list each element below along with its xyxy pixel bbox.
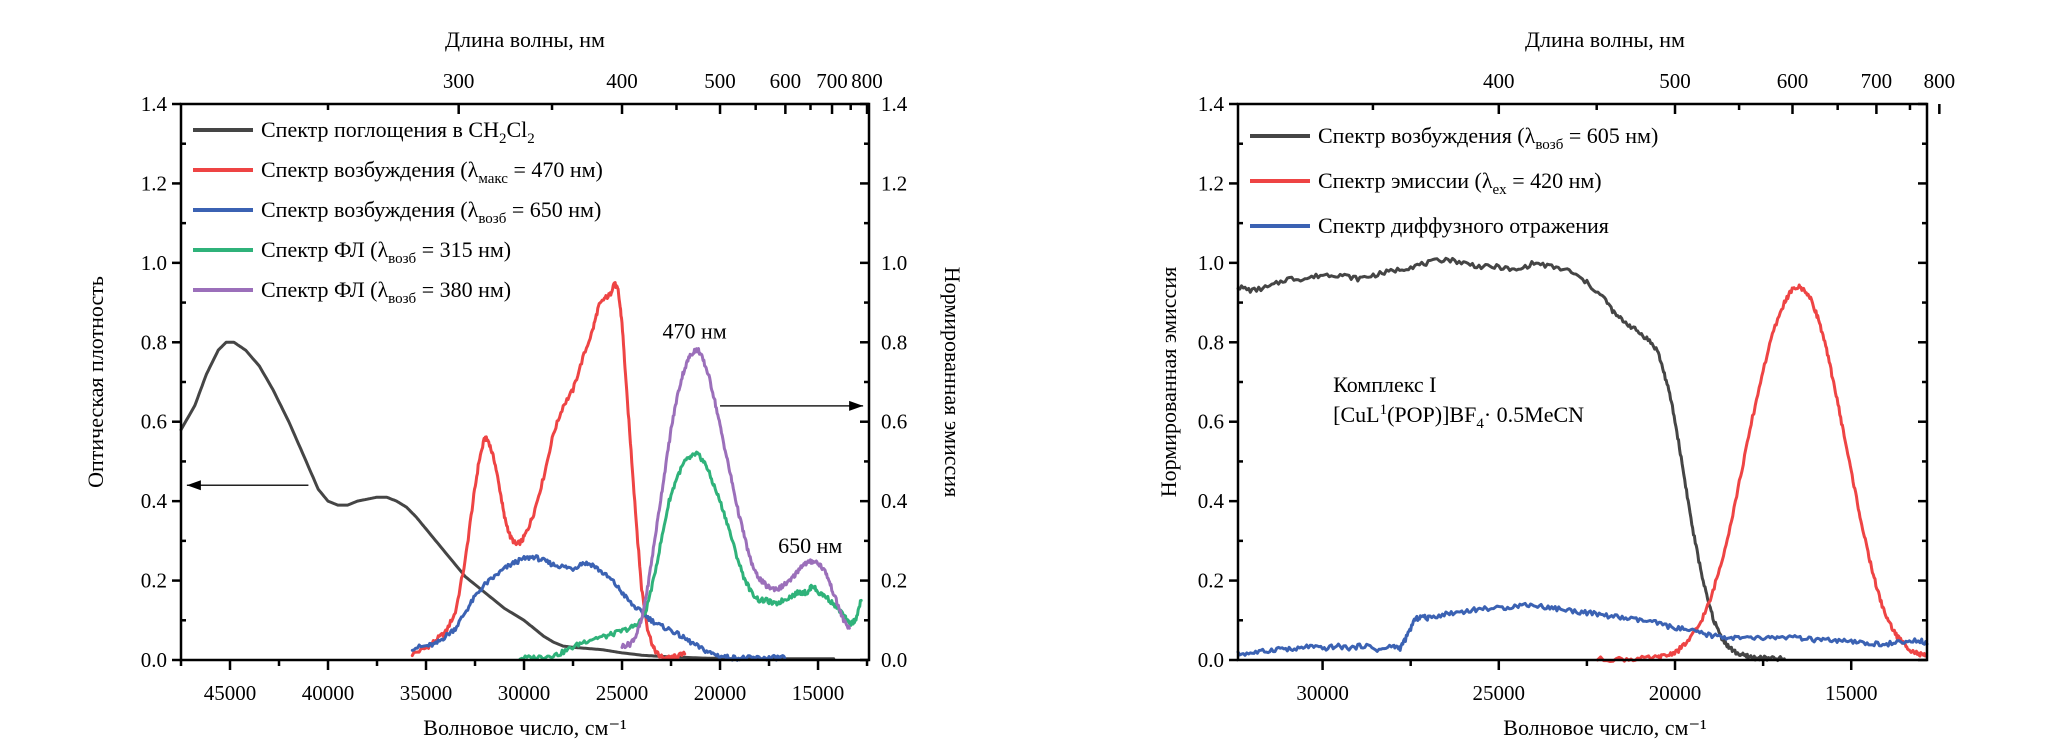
left-x-tick-label: 35000 bbox=[400, 681, 453, 705]
left-legend-label: Спектр поглощения в CH2Cl2 bbox=[261, 117, 535, 147]
panel-left-chart: 45000 40000 35000 30000 25000 20000 15000 0.0 0… bbox=[83, 27, 965, 740]
panel-right-chart: 30000 25000 20000 15000 0.0 0.2 0.4 0.6 0.8 1.0 1… bbox=[1156, 27, 1955, 740]
left-arrows bbox=[186, 400, 864, 491]
right-legend: Спектр возбуждения (λвозб = 605 нм) Спект… bbox=[1250, 123, 1658, 238]
left-x-tick-label: 40000 bbox=[302, 681, 355, 705]
left-x-axis-title: Волновое число, см⁻¹ bbox=[423, 715, 626, 740]
left-legend-item: Спектр ФЛ (λвозб = 315 нм) bbox=[193, 237, 511, 267]
left-legend-item: Спектр поглощения в CH2Cl2 bbox=[193, 117, 535, 147]
left-legend-label: Спектр ФЛ (λвозб = 315 нм) bbox=[261, 237, 511, 267]
right-y-tick-label: 0.0 bbox=[1198, 648, 1224, 672]
left-legend-item: Спектр возбуждения (λвозб = 650 нм) bbox=[193, 197, 601, 227]
left-x-tick-label: 20000 bbox=[694, 681, 747, 705]
right-top-ticks: 400 500 600 700 800 bbox=[1371, 69, 1956, 114]
right-y-ticks: 0.0 0.2 0.4 0.6 0.8 1.0 1.2 1.4 bbox=[1198, 92, 1927, 672]
left-top-tick-label: 300 bbox=[443, 69, 475, 93]
left-top-tick-label: 500 bbox=[704, 69, 736, 93]
right-legend-item: Спектр эмиссии (λex = 420 нм) bbox=[1250, 168, 1602, 198]
left-y2-axis-title: Нормированная эмиссия bbox=[940, 267, 965, 497]
left-y-tick-label: 1.2 bbox=[141, 171, 167, 195]
left-axis-arrow bbox=[186, 480, 309, 491]
right-top-tick-label: 600 bbox=[1777, 69, 1809, 93]
left-legend-item: Спектр возбуждения (λмакс = 470 нм) bbox=[193, 157, 603, 187]
right-axis-arrow bbox=[720, 400, 864, 411]
right-legend-label: Спектр диффузного отражения bbox=[1318, 213, 1609, 238]
right-x-tick-label: 25000 bbox=[1473, 681, 1526, 705]
left-plot-frame bbox=[179, 102, 871, 662]
left-top-axis-title: Длина волны, нм bbox=[445, 27, 605, 52]
right-legend-label: Спектр возбуждения (λвозб = 605 нм) bbox=[1318, 123, 1658, 153]
right-y-tick-label: 1.0 bbox=[1198, 251, 1224, 275]
left-top-tick-label: 800 bbox=[851, 69, 883, 93]
left-series-line-3 bbox=[518, 450, 863, 661]
complex-formula-label: [CuL1(POP)]BF4· 0.5MeCN bbox=[1333, 402, 1584, 432]
left-series-group bbox=[179, 281, 863, 662]
left-y2-tick-label: 1.4 bbox=[881, 92, 908, 116]
right-series-group bbox=[1236, 256, 1929, 663]
left-top-tick-label: 400 bbox=[606, 69, 638, 93]
left-y-tick-label: 1.0 bbox=[141, 251, 167, 275]
right-x-tick-label: 15000 bbox=[1825, 681, 1878, 705]
left-y-tick-label: 0.2 bbox=[141, 569, 167, 593]
left-x-tick-label: 45000 bbox=[204, 681, 257, 705]
right-x-tick-label: 30000 bbox=[1296, 681, 1349, 705]
right-legend-label: Спектр эмиссии (λex = 420 нм) bbox=[1318, 168, 1602, 198]
right-top-tick-label: 500 bbox=[1659, 69, 1691, 93]
right-x-ticks: 30000 25000 20000 15000 bbox=[1296, 660, 1877, 705]
right-y-tick-label: 1.2 bbox=[1198, 171, 1224, 195]
right-top-tick-label: 800 bbox=[1924, 69, 1956, 93]
left-x-ticks: 45000 40000 35000 30000 25000 20000 15000 bbox=[179, 660, 869, 705]
left-y2-tick-label: 0.2 bbox=[881, 569, 907, 593]
left-legend: Спектр поглощения в CH2Cl2 Спектр возбужд… bbox=[193, 117, 603, 307]
left-top-tick-label: 600 bbox=[770, 69, 802, 93]
left-x-tick-label: 30000 bbox=[498, 681, 551, 705]
left-y2-tick-label: 1.0 bbox=[881, 251, 907, 275]
right-series-line-2 bbox=[1236, 601, 1929, 657]
peak-label-1: 650 нм bbox=[778, 533, 842, 558]
right-series-line-0 bbox=[1236, 256, 1786, 663]
left-legend-label: Спектр ФЛ (λвозб = 380 нм) bbox=[261, 277, 511, 307]
left-y-axis-title: Оптическая плотность bbox=[83, 276, 108, 488]
left-series-line-2 bbox=[410, 554, 787, 662]
left-series-line-0 bbox=[179, 340, 836, 661]
right-y-tick-label: 0.8 bbox=[1198, 330, 1224, 354]
right-y-tick-label: 0.4 bbox=[1198, 489, 1225, 513]
right-legend-item: Спектр возбуждения (λвозб = 605 нм) bbox=[1250, 123, 1658, 153]
left-legend-label: Спектр возбуждения (λмакс = 470 нм) bbox=[261, 157, 603, 187]
left-annotations: 470 нм 650 нм bbox=[662, 318, 842, 557]
right-y-tick-label: 0.2 bbox=[1198, 569, 1224, 593]
right-top-tick-label: 400 bbox=[1483, 69, 1515, 93]
left-y2-tick-label: 0.6 bbox=[881, 410, 907, 434]
left-legend-label: Спектр возбуждения (λвозб = 650 нм) bbox=[261, 197, 601, 227]
right-y-tick-label: 0.6 bbox=[1198, 410, 1224, 434]
left-y2-tick-label: 0.0 bbox=[881, 648, 907, 672]
left-y2-tick-label: 1.2 bbox=[881, 171, 907, 195]
left-legend-item: Спектр ФЛ (λвозб = 380 нм) bbox=[193, 277, 511, 307]
left-y2-tick-label: 0.4 bbox=[881, 489, 908, 513]
right-top-tick-label: 700 bbox=[1861, 69, 1893, 93]
right-y-axis-title: Нормированная эмиссия bbox=[1156, 267, 1181, 497]
left-top-tick-label: 700 bbox=[816, 69, 848, 93]
left-y-ticks: 0.0 0.0 0.2 0.2 0.4 0.4 0.6 0.6 0.8 0.8 1.0 1.0 1.2 1… bbox=[141, 92, 908, 672]
left-y-tick-label: 1.4 bbox=[141, 92, 168, 116]
left-y-tick-label: 0.4 bbox=[141, 489, 168, 513]
right-annotations: Комплекс I [CuL1(POP)]BF4· 0.5MeCN bbox=[1333, 372, 1584, 432]
left-series-line-4 bbox=[620, 347, 851, 650]
right-y-tick-label: 1.4 bbox=[1198, 92, 1225, 116]
right-x-axis-title: Волновое число, см⁻¹ bbox=[1503, 715, 1706, 740]
left-y2-tick-label: 0.8 bbox=[881, 330, 907, 354]
right-top-axis-title: Длина волны, нм bbox=[1525, 27, 1685, 52]
left-x-tick-label: 25000 bbox=[596, 681, 649, 705]
right-x-tick-label: 20000 bbox=[1649, 681, 1702, 705]
left-y-tick-label: 0.8 bbox=[141, 330, 167, 354]
left-y-tick-label: 0.6 bbox=[141, 410, 167, 434]
left-x-tick-label: 15000 bbox=[792, 681, 845, 705]
left-y-tick-label: 0.0 bbox=[141, 648, 167, 672]
peak-label-0: 470 нм bbox=[662, 318, 726, 343]
complex-name-label: Комплекс I bbox=[1333, 372, 1436, 397]
right-legend-item: Спектр диффузного отражения bbox=[1250, 213, 1609, 238]
right-series-line-1 bbox=[1596, 283, 1927, 663]
left-top-ticks: 300 400 500 600 700 800 bbox=[326, 69, 883, 114]
